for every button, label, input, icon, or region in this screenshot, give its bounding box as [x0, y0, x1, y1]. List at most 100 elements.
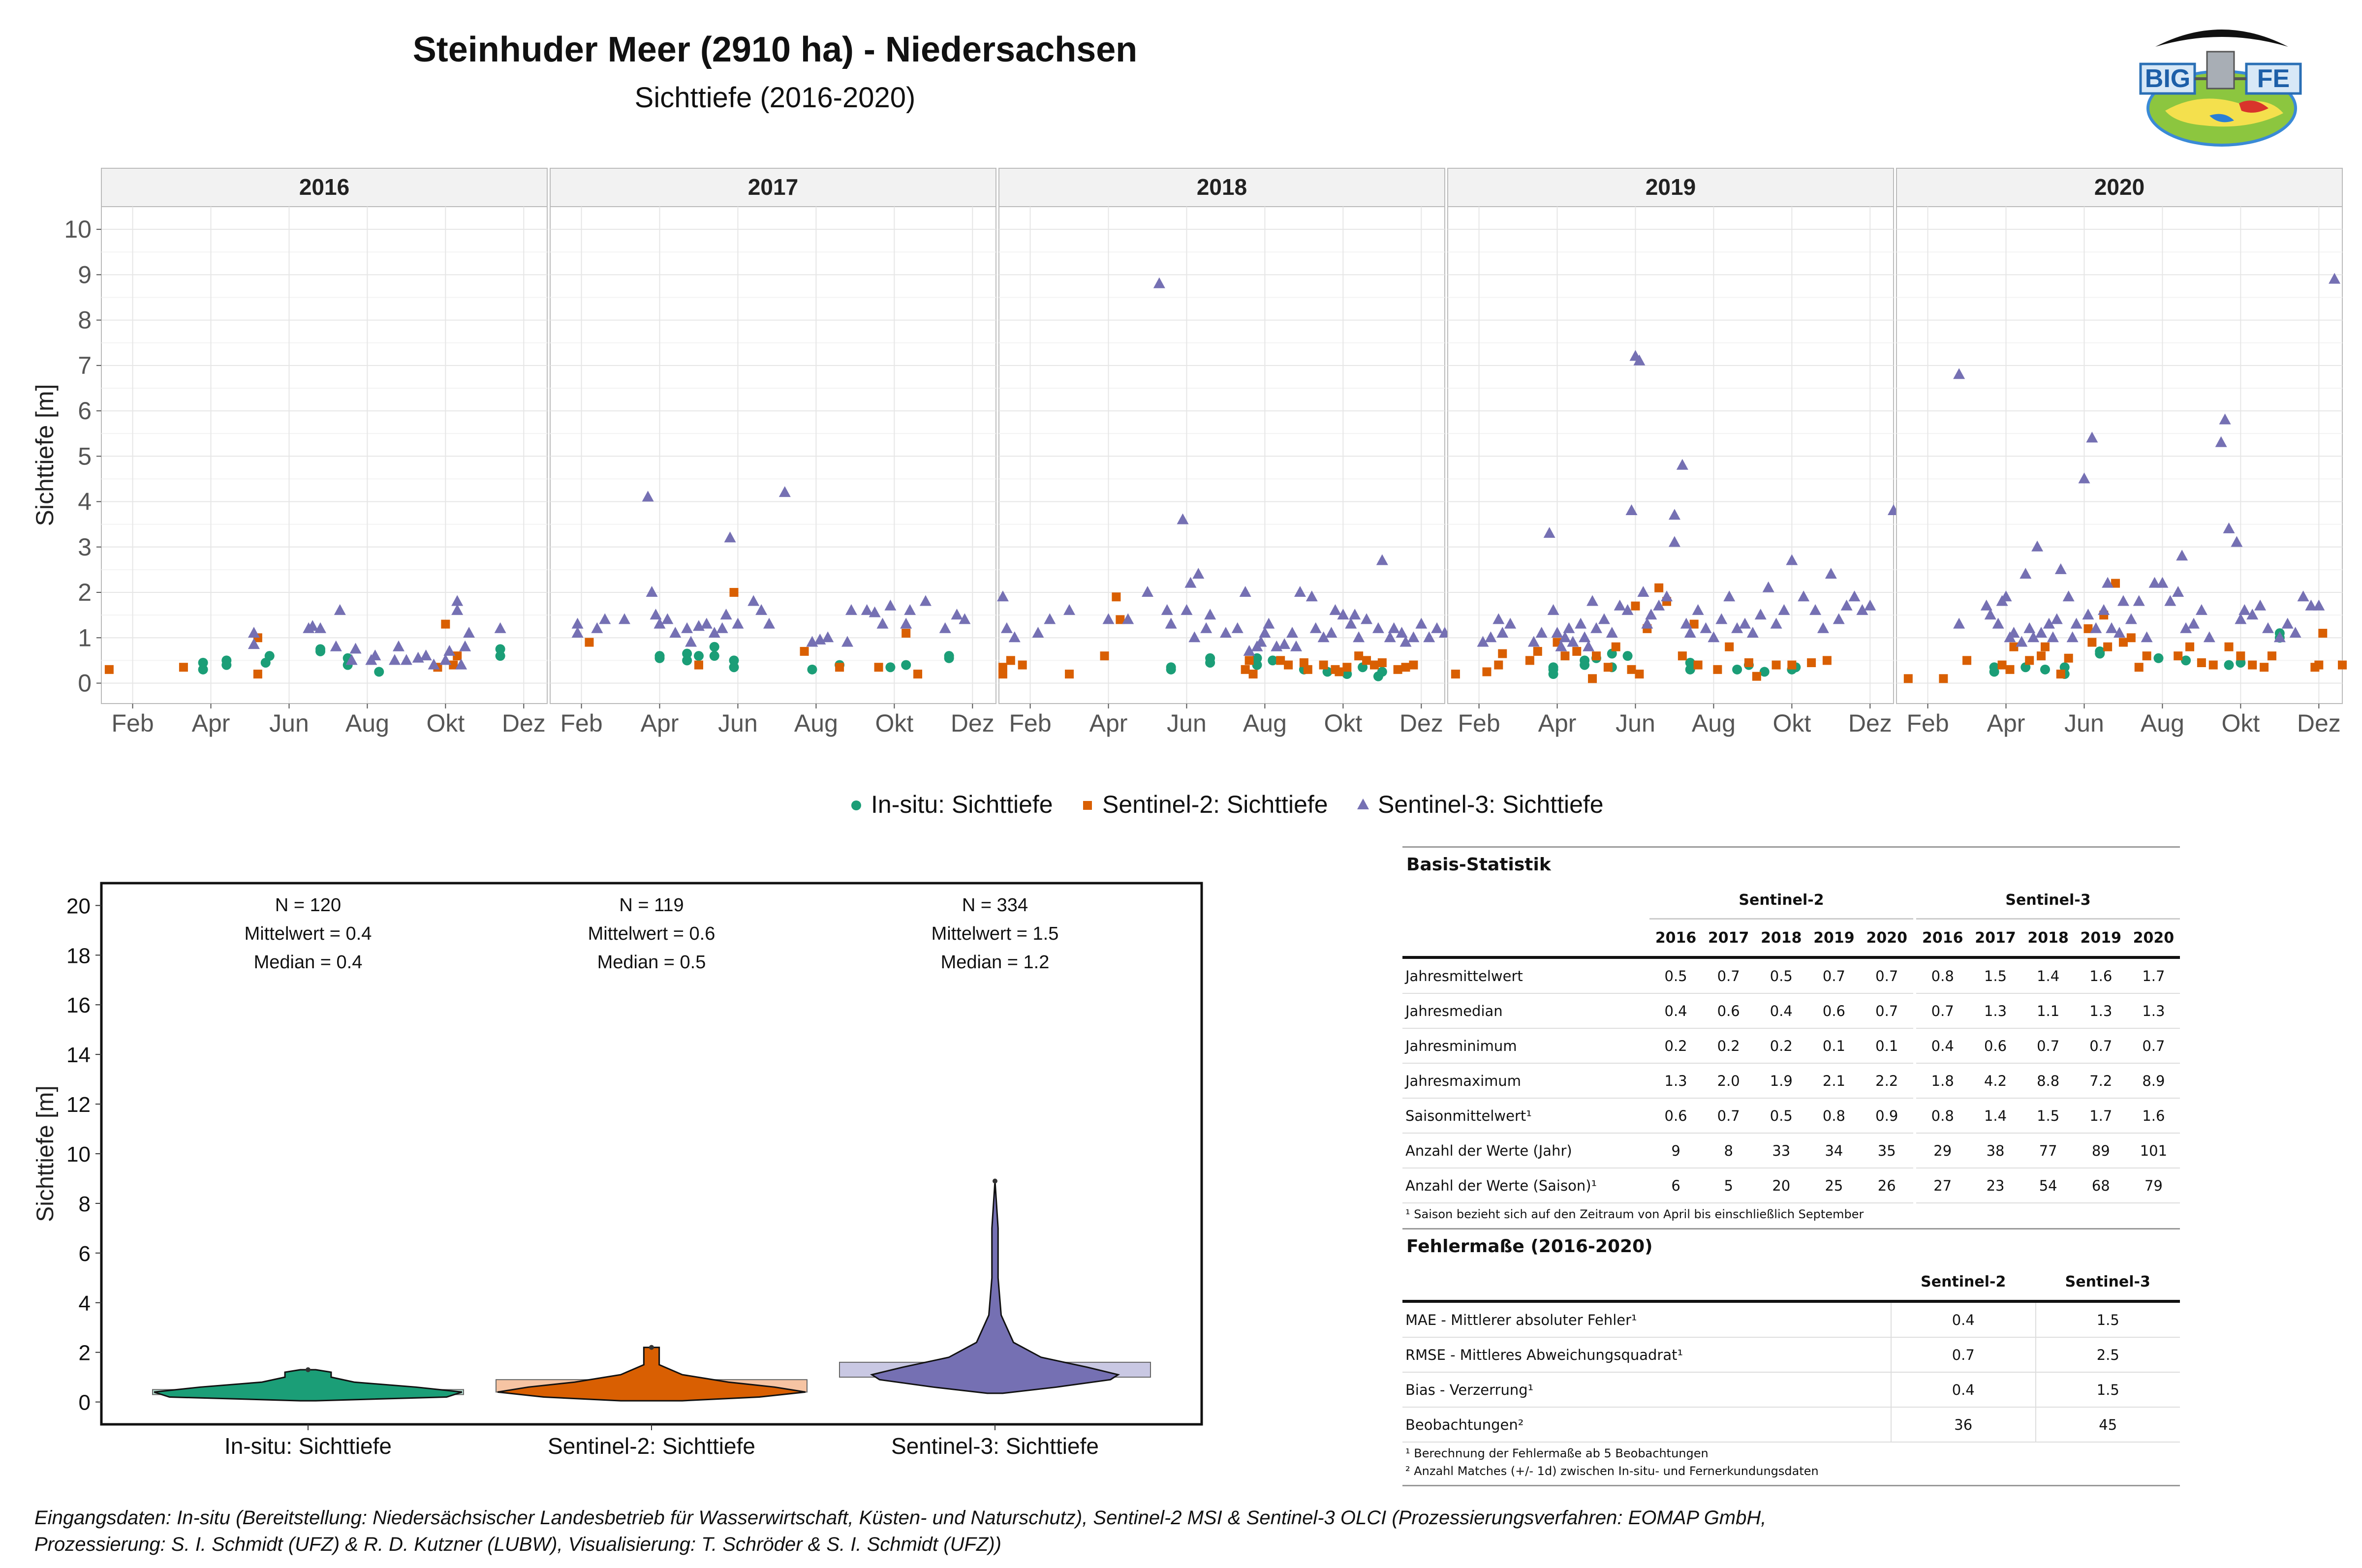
sentinel3-point: [494, 622, 506, 633]
sentinel2-point: [1588, 674, 1597, 683]
table-cell: 1.7: [2074, 1098, 2127, 1134]
sentinel2-point: [1248, 670, 1258, 679]
sentinel3-point: [1325, 627, 1337, 638]
sentinel2-point: [2267, 651, 2276, 661]
sentinel3-point: [1278, 638, 1291, 649]
x-tick-label: Apr: [1987, 709, 2025, 737]
y-tick-label: 9: [78, 261, 92, 288]
panel-area: [550, 206, 996, 704]
sentinel2-point: [2056, 670, 2065, 679]
x-category-label: In-situ: Sichttiefe: [224, 1433, 392, 1459]
y-tick-label: 8: [79, 1192, 91, 1216]
table-cell: 68: [2074, 1168, 2127, 1203]
legend-marker-insitu: [851, 800, 861, 810]
sentinel2-point: [1244, 656, 1254, 665]
sentinel3-point: [1063, 604, 1076, 615]
sentinel3-point: [463, 627, 475, 638]
sentinel2-point: [1494, 660, 1503, 670]
table-row: Jahresminimum 0.2 0.2 0.2 0.1 0.1 0.4 0.6 0.7 0.7…: [1402, 1028, 2180, 1064]
sentinel3-point: [1504, 617, 1517, 629]
x-tick-label: Okt: [1772, 709, 1811, 737]
sentinel3-point: [1825, 568, 1837, 579]
sentinel2-point: [1807, 658, 1816, 667]
sentinel3-point: [428, 658, 440, 670]
sentinel3-point: [2176, 550, 2188, 561]
legend-label: Sentinel-3: Sichttiefe: [1378, 791, 1604, 818]
table-cell: 2.2: [1860, 1063, 1915, 1099]
table-cell: 8.8: [2021, 1063, 2075, 1099]
sentinel3-point: [2289, 627, 2301, 638]
panel-strip: [101, 168, 548, 207]
insitu-point: [682, 655, 692, 666]
table-row: RMSE - Mittleres Abweichungsquadrat¹ 0.7 2…: [1402, 1337, 2180, 1373]
legend-marker-sentinel3: [1357, 799, 1369, 809]
sentinel2-point: [2208, 660, 2218, 670]
table-cell: 1.7: [2127, 957, 2180, 994]
sentinel3-point: [1739, 617, 1751, 629]
x-tick-label: Okt: [1324, 709, 1362, 737]
sentinel2-point: [1787, 660, 1797, 670]
table-cell: 1.5: [2035, 1301, 2180, 1338]
table-cell: 1.3: [2074, 993, 2127, 1029]
x-tick-label: Feb: [111, 709, 154, 737]
sentinel3-point: [1778, 604, 1790, 615]
sentinel3-point: [861, 604, 873, 615]
sentinel3-point: [443, 645, 456, 656]
sentinel3-point: [1388, 622, 1400, 633]
sentinel2-point: [1377, 658, 1387, 667]
sentinel3-point: [599, 613, 611, 624]
sentinel3-point: [1614, 599, 1626, 611]
table-cell: 38: [1969, 1133, 2022, 1168]
sentinel2-point: [1631, 601, 1640, 611]
table-cell: 0.7: [2127, 1028, 2180, 1064]
table-cell: 0.8: [1913, 1098, 1969, 1134]
panel-title: 2019: [1646, 174, 1696, 200]
sentinel3-point: [646, 586, 658, 597]
sentinel3-point: [642, 491, 654, 502]
sentinel3-point: [2117, 595, 2129, 606]
table-row: MAE - Mittlerer absoluter Fehler¹ 0.4 1.5: [1402, 1301, 2180, 1338]
sentinel3-point: [1559, 631, 1571, 643]
insitu-point: [1685, 664, 1695, 675]
insitu-point: [944, 651, 954, 661]
basis-stat-title: Basis-Statistik: [1402, 846, 2180, 882]
sentinel3-point: [1586, 595, 1599, 606]
sentinel3-point: [1864, 599, 1876, 611]
panel-title: 2017: [748, 174, 798, 200]
sentinel3-point: [248, 638, 260, 649]
sentinel3-point: [1848, 590, 1861, 602]
insitu-point: [1268, 655, 1278, 666]
sentinel2-point: [2005, 665, 2015, 674]
sentinel3-point: [1485, 631, 1497, 643]
error-stat-title: Fehlermaße (2016-2020): [1402, 1228, 2180, 1263]
sentinel3-point: [459, 640, 471, 651]
insitu-point: [495, 644, 505, 654]
sentinel2-point: [998, 670, 1007, 679]
sentinel2-point: [2025, 656, 2034, 665]
table-cell: 0.7: [1702, 1098, 1755, 1134]
insitu-point: [654, 651, 665, 661]
y-tick-label: 0: [78, 669, 92, 697]
sentinel3-point: [996, 590, 1009, 602]
sentinel3-point: [763, 617, 776, 629]
sentinel3-point: [900, 617, 912, 629]
sentinel2-point: [2185, 642, 2195, 651]
sentinel3-point: [1122, 613, 1134, 624]
insitu-point: [885, 662, 896, 673]
sentinel3-point: [420, 649, 432, 661]
sentinel3-point: [1188, 631, 1201, 643]
sentinel3-point: [653, 617, 666, 629]
table-cell: 45: [2035, 1407, 2180, 1443]
sentinel3-point: [451, 595, 464, 606]
panel-area: [1447, 206, 1894, 704]
sentinel3-point: [1376, 554, 1388, 565]
table-cell: 1.1: [2021, 993, 2075, 1029]
table-cell: 0.2: [1702, 1028, 1755, 1064]
table-cell: 8.9: [2127, 1063, 2180, 1099]
sentinel3-point: [1676, 459, 1688, 470]
sentinel3-point: [1555, 640, 1567, 651]
sentinel3-point: [248, 627, 260, 638]
row-label: Jahresmaximum: [1402, 1063, 1649, 1099]
sentinel3-point: [685, 636, 697, 647]
